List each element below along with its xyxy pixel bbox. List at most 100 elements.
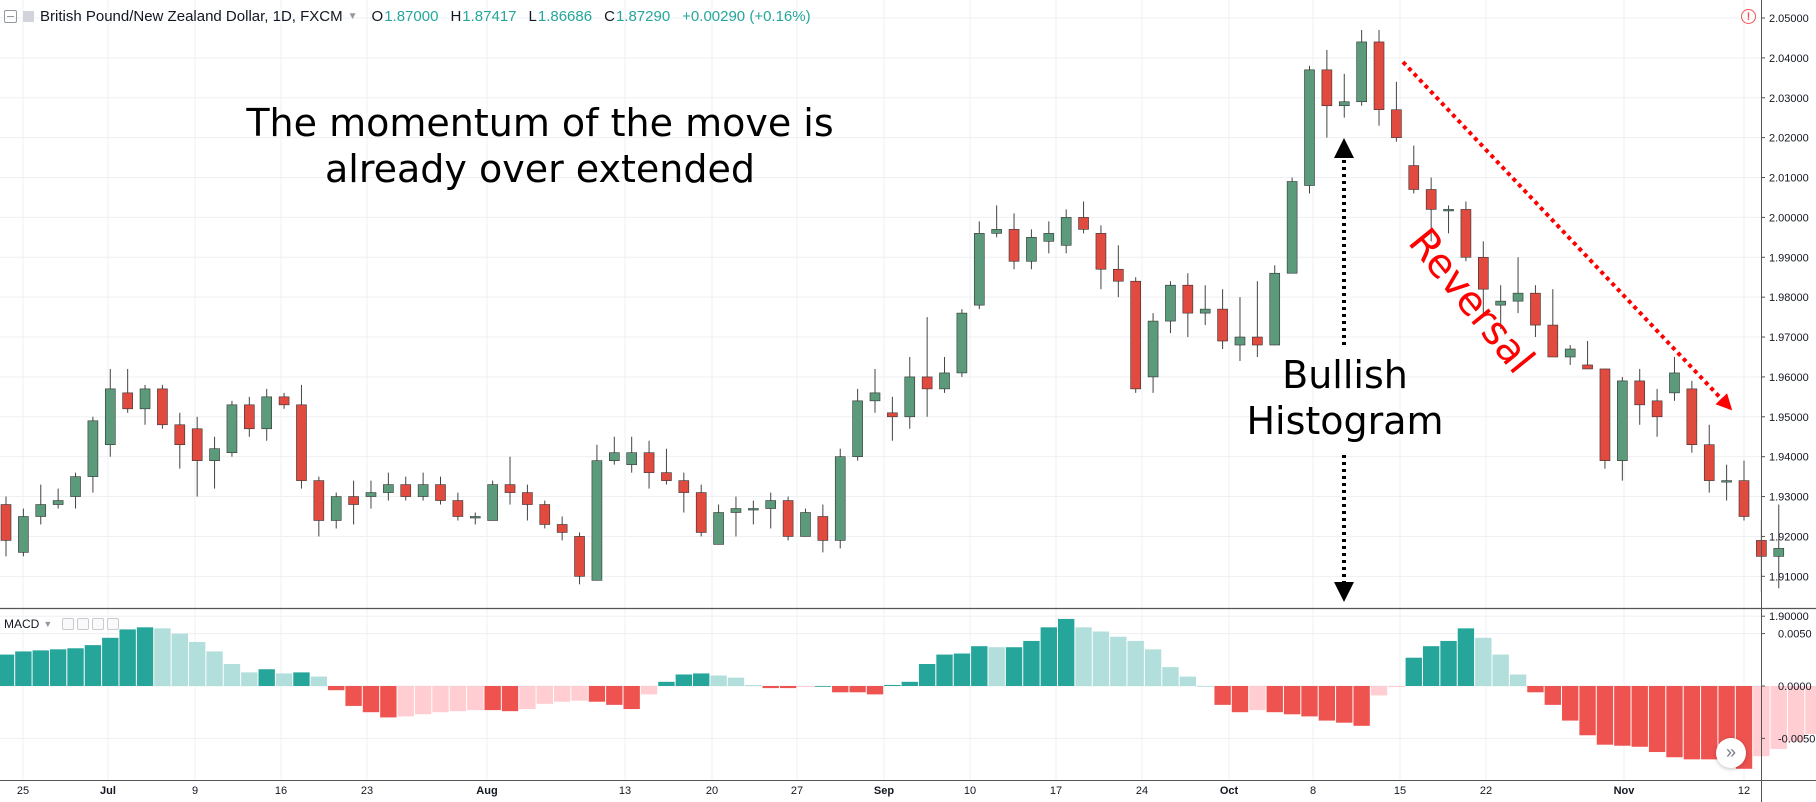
candle-body — [1217, 308, 1228, 342]
eye-icon[interactable] — [62, 618, 75, 630]
candle-body — [157, 388, 168, 426]
candle-body — [122, 392, 133, 410]
histogram-bar — [918, 663, 936, 686]
settings-icon[interactable] — [77, 618, 90, 630]
candle-body — [1078, 217, 1089, 230]
histogram-bar — [1579, 686, 1596, 736]
histogram-bar — [658, 681, 675, 686]
candles — [0, 29, 1785, 593]
candle-body — [35, 504, 47, 517]
candle-body — [1721, 480, 1732, 483]
change-value: +0.00290 (+0.16%) — [682, 7, 811, 25]
histogram-bar — [171, 633, 188, 686]
candle-body — [209, 448, 220, 461]
candle-body — [348, 496, 359, 505]
candle-body — [70, 476, 81, 497]
histogram-bar — [345, 686, 362, 706]
histogram-bar — [119, 629, 136, 686]
histogram-bar — [1666, 686, 1683, 758]
symbol-logo-icon — [23, 10, 34, 22]
candle-body — [435, 484, 446, 501]
histogram-bar — [1144, 649, 1162, 686]
time-tick-label: 15 — [1394, 785, 1406, 797]
histogram-bar — [1422, 646, 1440, 686]
price-tick-label: 2.02000 — [1769, 133, 1809, 145]
close-icon[interactable] — [107, 618, 120, 630]
histogram-bar — [102, 637, 119, 686]
time-tick-label: Aug — [476, 785, 497, 797]
price-tick-label: 1.98000 — [1769, 292, 1809, 304]
source-icon[interactable] — [92, 618, 105, 630]
collapse-icon[interactable] — [4, 9, 17, 23]
time-axis: 25 Jul 9 16 23 Aug 13 20 27 Sep 10 17 24 Oct 8 15 22 Nov 1… — [17, 785, 1750, 797]
histogram-bar — [1370, 686, 1388, 696]
candle-body — [504, 484, 516, 493]
macd-title[interactable]: MACD — [4, 617, 40, 631]
symbol-title[interactable]: British Pound/New Zealand Dollar, 1D, FX… — [40, 7, 343, 25]
histogram-bar — [745, 684, 762, 686]
histogram-bar — [519, 686, 536, 710]
histogram-bar — [293, 672, 310, 686]
histogram-bar — [1336, 686, 1353, 723]
histogram-bar — [1388, 686, 1405, 688]
candle-body — [1408, 165, 1420, 190]
candle-body — [191, 428, 203, 461]
candle-body — [782, 500, 794, 537]
candle-body — [1043, 233, 1055, 242]
candle-body — [244, 404, 255, 430]
candle-body — [1252, 336, 1263, 346]
histogram-bar — [84, 645, 102, 686]
macd-tick-label: -0.0050 — [1778, 733, 1815, 745]
price-tick-label: 1.90000 — [1769, 611, 1809, 623]
histogram-bar — [1197, 686, 1214, 687]
histogram-bar — [1214, 686, 1231, 705]
alert-icon[interactable]: ! — [1741, 9, 1756, 24]
candle-body — [1651, 400, 1663, 418]
candle-body — [1634, 380, 1646, 406]
candle-body — [1425, 189, 1437, 210]
histogram-bar — [1492, 654, 1509, 686]
candle-body — [18, 516, 29, 553]
chevron-down-icon[interactable]: ▼ — [347, 10, 358, 22]
histogram-bar — [15, 651, 32, 686]
histogram-bar — [1249, 686, 1266, 711]
price-tick-label: 2.00000 — [1769, 212, 1809, 224]
momentum-line-2: already over extended — [325, 147, 755, 191]
scroll-to-latest-icon[interactable]: » — [1716, 738, 1746, 768]
candle-body — [1391, 109, 1402, 138]
histogram-bar — [275, 673, 293, 686]
candle-body — [1547, 324, 1559, 358]
candle-body — [1304, 69, 1315, 186]
symbol-legend: British Pound/New Zealand Dollar, 1D, FX… — [4, 4, 811, 28]
bullish-line-2: Histogram — [1246, 399, 1444, 443]
histogram-bar — [571, 686, 588, 701]
candle-body — [226, 404, 238, 453]
candle-body — [1669, 372, 1680, 394]
chevron-down-icon[interactable]: ▼ — [43, 619, 53, 629]
candle-body — [556, 524, 568, 533]
time-tick-label: 25 — [17, 785, 29, 797]
histogram-bar — [1805, 686, 1816, 735]
candle-body — [522, 492, 533, 505]
candle-body — [574, 536, 585, 577]
histogram-bar — [1683, 686, 1701, 760]
macd-histogram — [0, 618, 1816, 769]
candle-body — [383, 484, 394, 493]
price-tick-label: 2.01000 — [1769, 173, 1809, 185]
histogram-bar — [971, 646, 988, 686]
open-value: 1.87000 — [384, 7, 439, 25]
time-tick-label: Sep — [874, 785, 894, 797]
candle-body — [52, 500, 64, 505]
candle-body — [956, 312, 968, 374]
histogram-bar — [1266, 686, 1283, 713]
histogram-bar — [814, 686, 832, 687]
candle-body — [921, 376, 933, 390]
histogram-bar — [1527, 686, 1544, 693]
histogram-bar — [797, 686, 814, 688]
histogram-bar — [849, 686, 866, 693]
candle-body — [1008, 229, 1020, 262]
candle-body — [904, 376, 916, 418]
histogram-bar — [32, 650, 49, 686]
candle-body — [1599, 368, 1611, 461]
